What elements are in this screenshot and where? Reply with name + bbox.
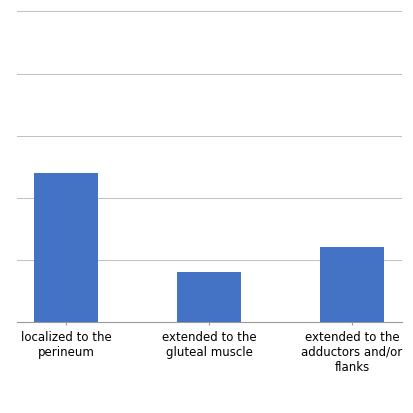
Bar (176, 273, 241, 322)
Bar (34, 173, 98, 322)
Bar (319, 248, 383, 322)
